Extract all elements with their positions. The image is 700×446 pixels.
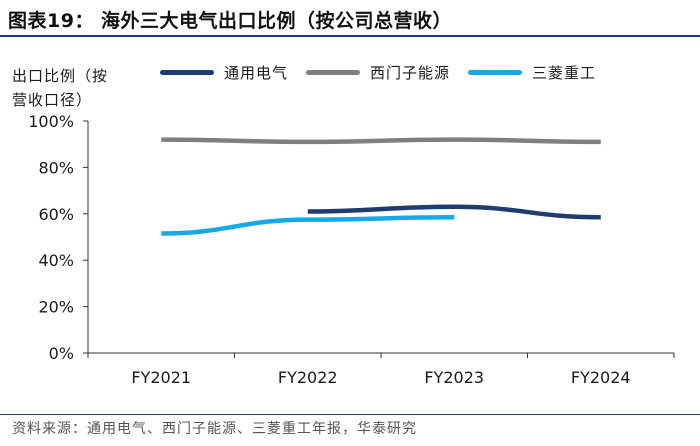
legend-swatch-siemens-energy (306, 70, 361, 75)
x-tick-label: FY2021 (131, 368, 191, 387)
y-tick-label: 60% (38, 205, 74, 224)
y-tick-label: 80% (38, 158, 74, 177)
legend-item-ge: 通用电气 (160, 62, 288, 83)
legend-item-mitsubishi: 三菱重工 (468, 62, 596, 83)
y-tick-label: 20% (38, 298, 74, 317)
series-line-mitsubishi (161, 215, 455, 236)
y-tick-label: 0% (49, 344, 74, 363)
legend-swatch-mitsubishi (468, 70, 523, 75)
title-divider (0, 35, 700, 37)
legend-item-siemens-energy: 西门子能源 (306, 62, 450, 83)
figure-title: 图表19： 海外三大电气出口比例（按公司总营收） (8, 10, 453, 32)
series-line-siemens-energy (161, 137, 601, 145)
y-axis-label-line-1: 出口比例（按 (12, 67, 109, 85)
legend-swatch-ge (160, 70, 214, 75)
y-tick-label: 40% (38, 251, 74, 270)
x-tick-label: FY2023 (424, 368, 484, 387)
source-note: 资料来源：通用电气、西门子能源、三菱重工年报，华泰研究 (12, 421, 417, 437)
y-axis-label-line-2: 营收口径） (12, 91, 93, 109)
x-tick-label: FY2024 (571, 368, 631, 387)
chart-legend: 通用电气 西门子能源 三菱重工 (160, 62, 614, 83)
footer-divider (0, 414, 700, 415)
series-line-ge (307, 204, 601, 220)
chart-axes: 0% 20% 40% 60% 80% 100% FY2021 FY2022 FY2023 FY20… (28, 112, 675, 387)
y-tick-label: 100% (28, 112, 74, 131)
y-axis-label: 出口比例（按 营收口径） (12, 64, 152, 112)
legend-label-mitsubishi: 三菱重工 (532, 64, 597, 82)
legend-label-siemens-energy: 西门子能源 (370, 64, 451, 82)
chart-series (161, 137, 601, 236)
x-tick-label: FY2022 (278, 368, 338, 387)
legend-label-ge: 通用电气 (224, 64, 289, 82)
